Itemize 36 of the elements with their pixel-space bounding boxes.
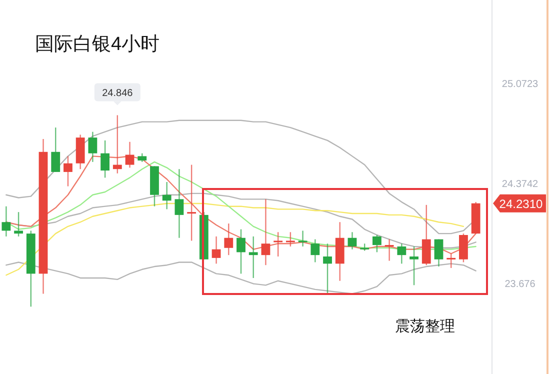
candlestick [384,238,394,262]
candlestick [14,211,23,238]
candlestick [286,232,295,248]
y-tick-label: 24.3742 [502,178,539,190]
candlestick [162,181,172,210]
candlestick [298,230,308,248]
candlestick [88,131,98,163]
y-tick-label: 23.676 [504,278,536,290]
candlestick [212,236,221,264]
candlestick [2,206,11,238]
candlestick [261,198,270,266]
candlestick [174,168,184,238]
candlestick [348,232,357,250]
annotation: 震荡整理 [395,318,455,335]
candlestick [112,114,122,174]
y-tick-label: 25.0723 [502,78,539,90]
text: 国际白银4小时 [35,34,160,55]
candlestick [187,164,196,242]
candlestick [323,243,332,294]
candlestick [372,234,382,253]
candlestick [64,156,72,187]
candlestick [125,141,134,168]
line-series [6,262,476,294]
text: 24.2310 [499,196,544,211]
candlestick [410,246,418,286]
candlestick [51,126,60,173]
candlestick [236,228,246,274]
candlestick [100,140,110,178]
candlestick [434,238,444,268]
annotation: 24.846 [102,88,134,100]
candlestick [248,236,258,279]
candlestick [224,222,234,256]
candlestick [310,238,320,263]
candlestick [397,243,406,264]
candlestick [446,253,456,269]
candlestick [274,232,283,258]
